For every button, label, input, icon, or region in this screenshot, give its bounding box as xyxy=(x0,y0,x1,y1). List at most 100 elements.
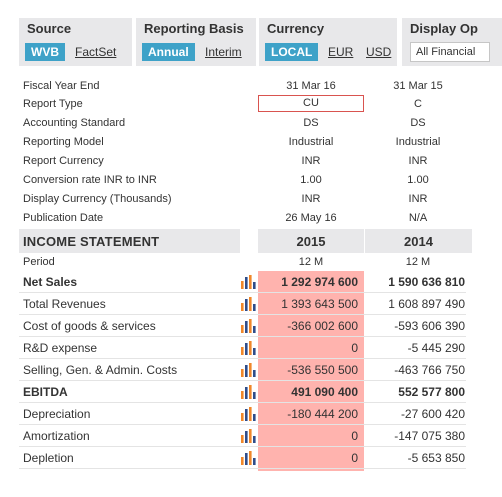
row-label: Selling, Gen. & Admin. Costs xyxy=(23,363,178,377)
basis-interim-link[interactable]: Interim xyxy=(205,45,242,59)
meta-label-report-currency: Report Currency xyxy=(23,155,104,167)
source-title: Source xyxy=(27,21,72,36)
meta-label-fiscal-year-end: Fiscal Year End xyxy=(23,80,100,92)
table-row: Net Sales 1 292 974 600 1 590 636 810 xyxy=(19,271,502,293)
row-divider xyxy=(19,468,466,469)
bar-chart-icon[interactable] xyxy=(240,429,256,443)
meta-value: Industrial xyxy=(395,136,441,148)
row-value-2014: 1 590 636 810 xyxy=(388,275,465,289)
display-options-group: Display Op All Financial xyxy=(402,18,502,66)
row-label: Depreciation xyxy=(23,407,91,421)
display-options-select[interactable]: All Financial xyxy=(410,42,490,62)
bar-chart-icon[interactable] xyxy=(240,341,256,355)
meta-value: 31 Mar 16 xyxy=(286,80,336,92)
meta-value: C xyxy=(414,98,422,110)
row-divider xyxy=(19,358,466,359)
row-value-2015: 1 292 974 600 xyxy=(281,275,358,289)
row-label: Net Sales xyxy=(23,275,78,289)
highlighted-year-column xyxy=(258,271,364,471)
period-value: 12 M xyxy=(405,256,431,268)
meta-value: INR xyxy=(408,193,428,205)
currency-group: Currency LOCAL EUR USD xyxy=(259,18,397,66)
meta-value: 1.00 xyxy=(300,174,322,186)
row-value-2014: -5 445 290 xyxy=(407,341,465,355)
row-divider xyxy=(19,402,466,403)
meta-value: DS xyxy=(303,117,319,129)
bar-chart-icon[interactable] xyxy=(240,451,256,465)
meta-value: Industrial xyxy=(288,136,334,148)
options-bar: Source WVB FactSet Reporting Basis Annua… xyxy=(19,18,502,66)
basis-annual-button[interactable]: Annual xyxy=(142,43,195,61)
source-factset-link[interactable]: FactSet xyxy=(75,45,117,59)
table-row: Depletion 0 -5 653 850 xyxy=(19,447,502,469)
meta-label-conversion-rate: Conversion rate INR to INR xyxy=(23,174,157,186)
row-label: Amortization xyxy=(23,429,90,443)
row-value-2015: 491 090 400 xyxy=(291,385,358,399)
income-statement-header: INCOME STATEMENT xyxy=(19,229,240,253)
source-group: Source WVB FactSet xyxy=(19,18,132,66)
row-value-2015: 0 xyxy=(351,429,358,443)
row-value-2014: -147 075 380 xyxy=(394,429,465,443)
row-value-2015: 0 xyxy=(351,341,358,355)
row-value-2015: -180 444 200 xyxy=(287,407,358,421)
report-type-value-box: CU xyxy=(258,95,364,112)
table-row: Amortization 0 -147 075 380 xyxy=(19,425,502,447)
currency-eur-link[interactable]: EUR xyxy=(328,45,354,59)
period-label: Period xyxy=(23,256,55,268)
table-row: Cost of goods & services -366 002 600 -593… xyxy=(19,315,502,337)
row-label: Depletion xyxy=(23,451,74,465)
row-label: Cost of goods & services xyxy=(23,319,156,333)
reporting-basis-title: Reporting Basis xyxy=(144,21,244,36)
meta-value: N/A xyxy=(408,212,428,224)
meta-label-accounting-standard: Accounting Standard xyxy=(23,117,126,129)
table-row: EBITDA 491 090 400 552 577 800 xyxy=(19,381,502,403)
meta-label-reporting-model: Reporting Model xyxy=(23,136,104,148)
meta-value: INR xyxy=(301,155,321,167)
row-divider xyxy=(19,314,466,315)
row-value-2015: 1 393 643 500 xyxy=(281,297,358,311)
meta-label-display-currency: Display Currency (Thousands) xyxy=(23,193,172,205)
bar-chart-icon[interactable] xyxy=(240,407,256,421)
currency-local-button[interactable]: LOCAL xyxy=(265,43,319,61)
bar-chart-icon[interactable] xyxy=(240,363,256,377)
row-value-2015: -366 002 600 xyxy=(287,319,358,333)
row-value-2015: 0 xyxy=(351,451,358,465)
row-value-2014: -27 600 420 xyxy=(400,407,465,421)
row-divider xyxy=(19,380,466,381)
row-value-2014: 552 577 800 xyxy=(398,385,465,399)
meta-value: 26 May 16 xyxy=(285,212,337,224)
row-divider xyxy=(19,446,466,447)
meta-value: INR xyxy=(301,193,321,205)
meta-label-report-type: Report Type xyxy=(23,98,83,110)
table-row: Depreciation -180 444 200 -27 600 420 xyxy=(19,403,502,425)
row-label: Total Revenues xyxy=(23,297,106,311)
meta-value: DS xyxy=(410,117,426,129)
reporting-basis-group: Reporting Basis Annual Interim xyxy=(136,18,256,66)
year-label: 2015 xyxy=(296,234,326,249)
row-divider xyxy=(19,292,466,293)
row-label: EBITDA xyxy=(23,385,68,399)
year-header-2014: 2014 xyxy=(365,229,472,253)
year-header-2015: 2015 xyxy=(258,229,364,253)
meta-value: INR xyxy=(408,155,428,167)
display-options-title: Display Op xyxy=(410,21,478,36)
row-divider xyxy=(19,424,466,425)
table-row: Selling, Gen. & Admin. Costs -536 550 500… xyxy=(19,359,502,381)
meta-value: 1.00 xyxy=(407,174,429,186)
row-value-2015: -536 550 500 xyxy=(287,363,358,377)
bar-chart-icon[interactable] xyxy=(240,385,256,399)
row-divider xyxy=(19,336,466,337)
currency-usd-link[interactable]: USD xyxy=(366,45,392,59)
row-value-2014: 1 608 897 490 xyxy=(388,297,465,311)
table-row: Total Revenues 1 393 643 500 1 608 897 490 xyxy=(19,293,502,315)
year-label: 2014 xyxy=(404,234,433,249)
bar-chart-icon[interactable] xyxy=(240,319,256,333)
row-value-2014: -5 653 850 xyxy=(407,451,465,465)
meta-label-publication-date: Publication Date xyxy=(23,212,104,224)
currency-title: Currency xyxy=(267,21,325,36)
row-label: R&D expense xyxy=(23,341,98,355)
bar-chart-icon[interactable] xyxy=(240,297,256,311)
bar-chart-icon[interactable] xyxy=(240,275,256,289)
period-value: 12 M xyxy=(298,256,324,268)
source-wvb-button[interactable]: WVB xyxy=(25,43,65,61)
